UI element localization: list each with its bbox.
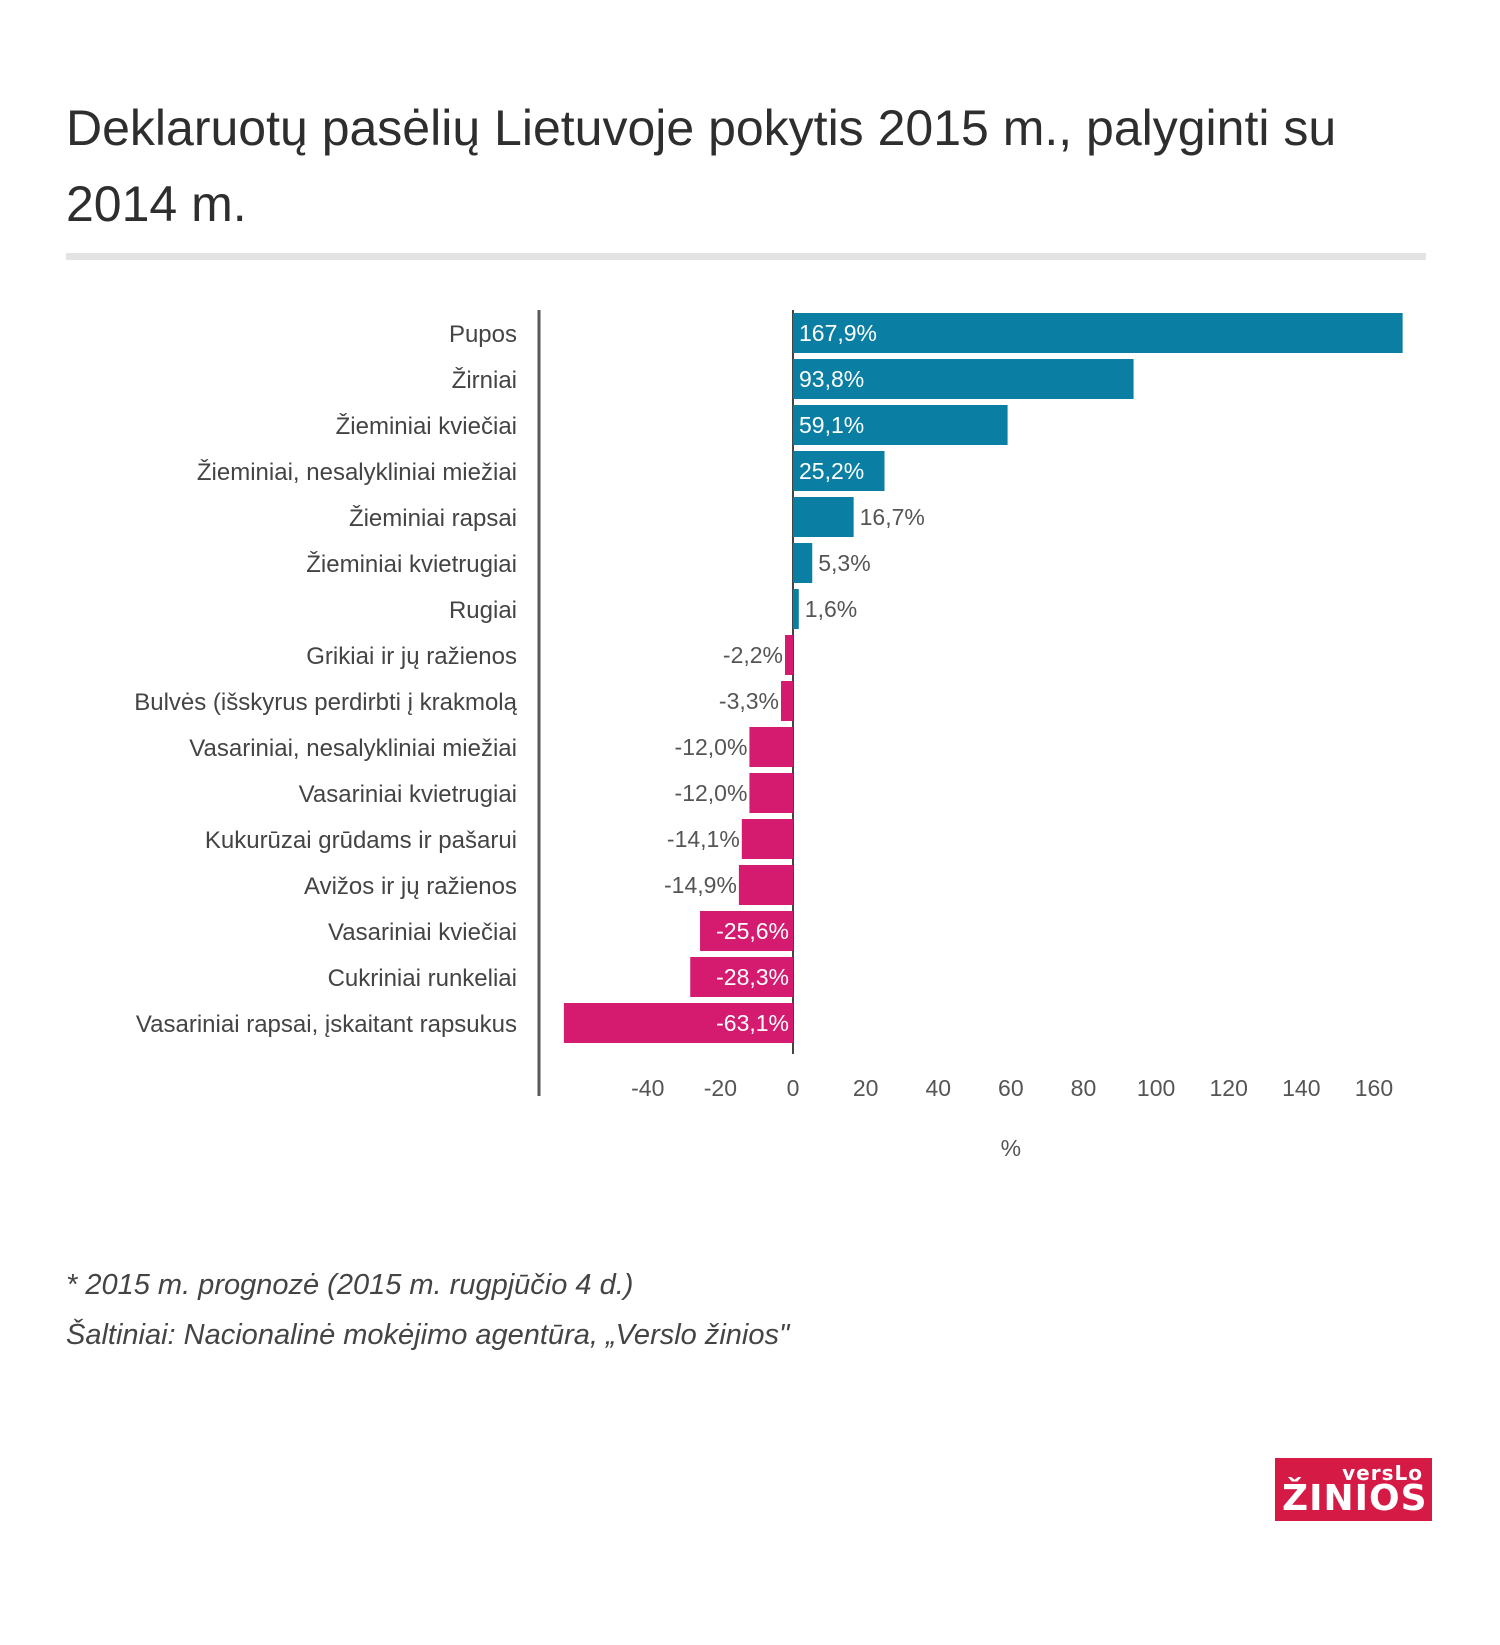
data-label: 59,1% (799, 412, 864, 438)
category-label: Žieminiai rapsai (349, 505, 517, 532)
bar (793, 543, 813, 583)
bar (781, 681, 793, 721)
data-label: 93,8% (799, 366, 864, 392)
bar (741, 819, 793, 859)
logo-line-1: versLo (1342, 1461, 1423, 1485)
bar (749, 773, 793, 813)
bar (738, 865, 793, 905)
category-label: Vasariniai rapsai, įskaitant rapsukus (136, 1011, 517, 1038)
bar (690, 957, 793, 997)
data-label: -28,3% (716, 964, 789, 990)
bar (793, 451, 885, 491)
data-label: 5,3% (818, 550, 870, 576)
x-tick-label: 120 (1210, 1075, 1248, 1101)
x-tick-label: -20 (704, 1075, 737, 1101)
category-label: Žieminiai kviečiai (336, 413, 517, 440)
x-tick-label: 160 (1355, 1075, 1393, 1101)
data-label: -14,9% (664, 872, 737, 898)
bar (785, 635, 793, 675)
category-label: Vasariniai, nesalykliniai miežiai (189, 735, 517, 762)
bar (793, 313, 1403, 353)
data-label: -2,2% (723, 642, 783, 668)
title-divider (66, 253, 1426, 260)
bar (700, 911, 793, 951)
category-label: Kukurūzai grūdams ir pašarui (205, 827, 517, 854)
x-tick-label: 100 (1137, 1075, 1175, 1101)
category-label: Grikiai ir jų ražienos (306, 643, 517, 670)
bar (793, 589, 799, 629)
bar (749, 727, 793, 767)
category-label: Žirniai (452, 367, 517, 394)
data-label: 25,2% (799, 458, 864, 484)
x-tick-label: 140 (1282, 1075, 1320, 1101)
x-tick-label: 80 (1071, 1075, 1097, 1101)
data-label: -14,1% (667, 826, 740, 852)
category-label: Cukriniai runkeliai (328, 965, 517, 992)
category-label: Avižos ir jų ražienos (304, 873, 517, 900)
data-label: -12,0% (675, 734, 748, 760)
footnotes: * 2015 m. prognozė (2015 m. rugpjūčio 4 … (66, 1260, 789, 1360)
chart-title: Deklaruotų pasėlių Lietuvoje pokytis 201… (66, 100, 1337, 232)
category-label: Bulvės (išskyrus perdirbti į krakmolą (134, 689, 517, 716)
data-label: -12,0% (675, 780, 748, 806)
x-axis-label: % (1001, 1135, 1021, 1161)
logo-line-2: ŽINIOS (1282, 1478, 1428, 1519)
category-label: Rugiai (449, 597, 517, 624)
verslo-zinios-logo: versLo ŽINIOS (1275, 1458, 1432, 1521)
x-tick-label: -40 (631, 1075, 664, 1101)
x-tick-label: 0 (787, 1075, 800, 1101)
bar (563, 1003, 793, 1043)
x-tick-label: 60 (998, 1075, 1024, 1101)
data-label: 167,9% (799, 320, 877, 346)
category-label: Vasariniai kvietrugiai (299, 781, 517, 808)
x-tick-label: 40 (925, 1075, 951, 1101)
data-label: -25,6% (716, 918, 789, 944)
category-label: Pupos (449, 321, 517, 348)
data-label: -63,1% (716, 1010, 789, 1036)
data-label: 1,6% (805, 596, 857, 622)
forecast-note: * 2015 m. prognozė (2015 m. rugpjūčio 4 … (66, 1269, 634, 1301)
data-label: -3,3% (719, 688, 779, 714)
bar-chart: Pupos 167,9% Žirniai 93,8% Žieminiai kviečia… (134, 310, 1403, 1161)
category-label: Žieminiai kvietrugiai (306, 551, 517, 578)
bar (793, 405, 1008, 445)
category-label: Vasariniai kviečiai (328, 919, 517, 946)
x-tick-label: 20 (853, 1075, 879, 1101)
bar (793, 497, 854, 537)
sources-note: Šaltiniai: Nacionalinė mokėjimo agentūra… (66, 1319, 790, 1351)
bar (793, 359, 1134, 399)
category-label: Žieminiai, nesalykliniai miežiai (197, 459, 517, 486)
data-label: 16,7% (860, 504, 925, 530)
